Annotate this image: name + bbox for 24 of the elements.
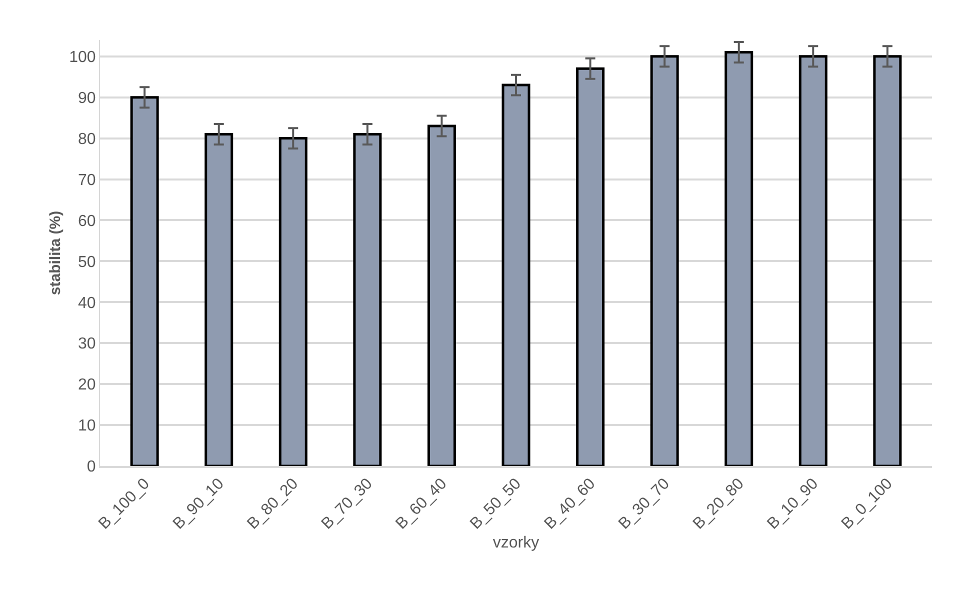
y-tick-label: 0	[86, 458, 96, 476]
bar	[353, 132, 382, 466]
bar	[873, 55, 902, 466]
bar	[576, 67, 605, 466]
y-axis-title: stabilita (%)	[47, 210, 64, 296]
bar	[204, 132, 234, 466]
y-tick-label: 30	[78, 336, 96, 353]
bar	[650, 55, 679, 466]
bar	[130, 96, 159, 466]
bar	[278, 137, 308, 466]
y-tick-label: 10	[78, 418, 96, 435]
y-tick-label: 20	[78, 376, 96, 394]
y-tick-label: 40	[78, 294, 96, 312]
y-tick-label: 90	[78, 90, 96, 107]
bar	[502, 84, 530, 466]
bar	[724, 51, 754, 466]
y-tick-label: 50	[78, 254, 96, 271]
y-tick-label: 60	[78, 212, 96, 230]
x-axis-title: vzorky	[492, 534, 540, 552]
y-tick-label: 80	[78, 130, 96, 148]
bar	[427, 124, 456, 466]
bar	[798, 55, 828, 466]
y-tick-label: 100	[69, 48, 96, 66]
y-tick-label: 70	[78, 172, 96, 189]
